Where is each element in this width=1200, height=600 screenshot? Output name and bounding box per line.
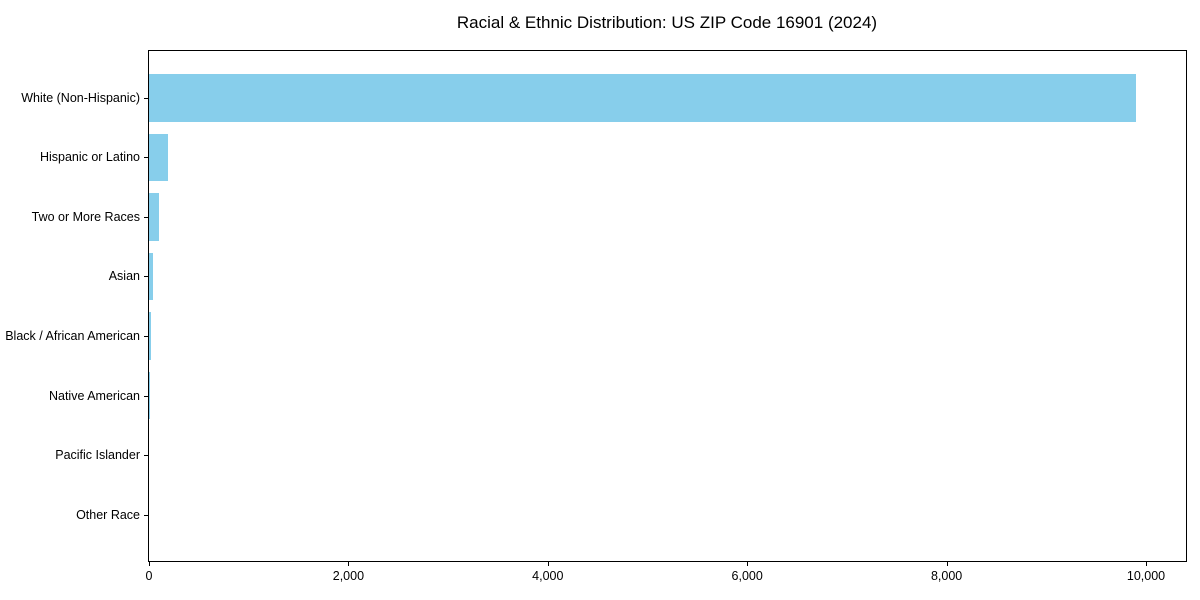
y-tick-label: Hispanic or Latino: [39, 150, 140, 165]
x-tick-label: 4,000: [532, 569, 564, 583]
x-tick-label: 0: [145, 569, 153, 583]
y-tick-label: White (Non-Hispanic): [21, 90, 140, 105]
y-tick-mark: [144, 514, 148, 516]
y-tick-label: Black / African American: [5, 329, 140, 343]
x-tick-mark: [946, 562, 948, 566]
x-tick-label: 2,000: [332, 569, 365, 583]
bar: [149, 252, 153, 301]
y-tick-mark: [144, 157, 148, 159]
y-tick-mark: [144, 336, 148, 337]
y-tick-mark: [144, 216, 148, 218]
y-tick-mark: [144, 455, 148, 457]
x-tick-mark: [547, 562, 549, 566]
x-tick-label: 6,000: [731, 569, 763, 583]
bar: [149, 312, 152, 360]
y-tick-mark: [144, 276, 148, 278]
bar: [149, 133, 168, 182]
x-tick-mark: [1146, 562, 1147, 566]
y-tick-mark: [144, 97, 148, 99]
y-tick-label: Other Race: [76, 507, 140, 522]
x-tick-mark: [348, 562, 350, 566]
x-tick-label: 8,000: [930, 569, 963, 583]
x-tick-mark: [747, 562, 749, 566]
x-tick-label: 10,000: [1126, 569, 1166, 583]
bar: [149, 193, 159, 241]
bar: [149, 74, 1137, 122]
x-tick-mark: [149, 562, 150, 566]
plot-area: [148, 50, 1187, 562]
y-tick-mark: [144, 395, 148, 397]
chart-title: Racial & Ethnic Distribution: US ZIP Cod…: [456, 13, 878, 32]
bar: [149, 371, 150, 420]
y-tick-label: Asian: [108, 269, 140, 284]
y-tick-label: Pacific Islander: [55, 448, 140, 463]
y-tick-label: Two or More Races: [31, 209, 140, 224]
y-tick-label: Native American: [48, 388, 140, 403]
